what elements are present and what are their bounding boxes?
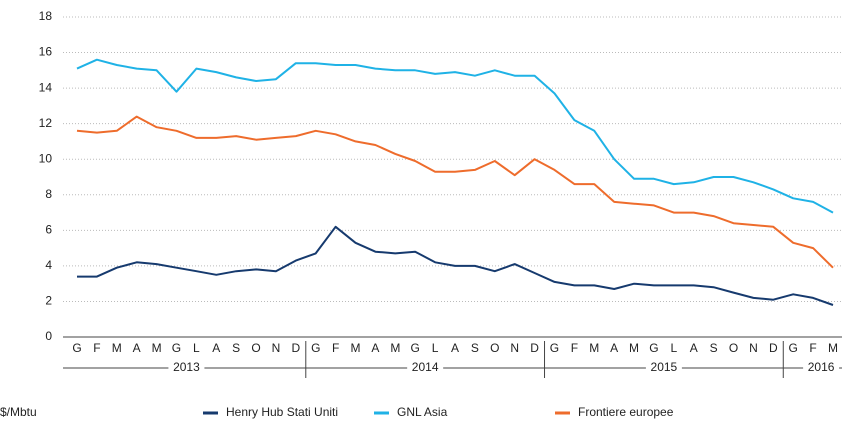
x-tick-label: G (411, 341, 420, 355)
group-label: 2013 (173, 360, 200, 374)
x-tick-label: G (550, 341, 559, 355)
x-tick-label: D (292, 341, 301, 355)
legend-label: Henry Hub Stati Uniti (226, 405, 338, 419)
x-tick-label: G (311, 341, 320, 355)
x-tick-label: L (193, 341, 200, 355)
x-tick-label: A (451, 341, 459, 355)
x-tick-label: F (93, 341, 100, 355)
y-tick-label: 10 (39, 151, 53, 165)
x-tick-label: F (809, 341, 816, 355)
x-tick-label: M (390, 341, 400, 355)
x-tick-label: A (371, 341, 379, 355)
x-tick-label: M (112, 341, 122, 355)
x-tick-label: N (749, 341, 758, 355)
group-label-bg (645, 360, 682, 376)
x-tick-label: D (530, 341, 539, 355)
y-axis-label: $/Mbtu (0, 405, 37, 419)
x-tick-label: A (133, 341, 141, 355)
y-tick-label: 6 (45, 223, 52, 237)
y-tick-label: 18 (39, 9, 53, 23)
x-tick-label: M (351, 341, 361, 355)
x-tick-label: N (510, 341, 519, 355)
x-tick-label: L (432, 341, 439, 355)
x-tick-label: M (629, 341, 639, 355)
y-tick-label: 2 (45, 294, 52, 308)
x-tick-label: S (232, 341, 240, 355)
x-tick-label: G (172, 341, 181, 355)
x-tick-label: D (769, 341, 778, 355)
legend-label: GNL Asia (397, 405, 448, 419)
x-tick-label: F (332, 341, 339, 355)
series-line (76, 115, 834, 269)
series-line (76, 58, 834, 214)
x-tick-label: G (649, 341, 658, 355)
x-tick-label: F (571, 341, 578, 355)
group-label-bg (168, 360, 205, 376)
x-tick-label: M (152, 341, 162, 355)
x-tick-label: O (729, 341, 738, 355)
group-label-bg (407, 360, 444, 376)
x-tick-label: M (828, 341, 838, 355)
x-tick-label: A (610, 341, 618, 355)
x-tick-label: G (789, 341, 798, 355)
group-label-bg (803, 360, 840, 376)
y-tick-label: 12 (39, 116, 53, 130)
legend-label: Frontiere europee (578, 405, 674, 419)
x-tick-label: O (490, 341, 499, 355)
x-tick-label: M (589, 341, 599, 355)
series-line (77, 225, 834, 306)
group-label: 2016 (808, 360, 835, 374)
x-tick-label: A (690, 341, 698, 355)
x-tick-label: L (670, 341, 677, 355)
x-tick-label: G (72, 341, 81, 355)
group-label: 2014 (412, 360, 439, 374)
y-tick-label: 8 (45, 187, 52, 201)
x-tick-label: S (710, 341, 718, 355)
y-tick-label: 4 (45, 258, 52, 272)
y-tick-label: 0 (45, 329, 52, 343)
x-tick-label: O (251, 341, 260, 355)
y-tick-label: 14 (39, 80, 53, 94)
group-label: 2015 (651, 360, 678, 374)
x-tick-label: N (272, 341, 281, 355)
x-tick-label: A (212, 341, 220, 355)
y-tick-label: 16 (39, 45, 53, 59)
x-tick-label: S (471, 341, 479, 355)
